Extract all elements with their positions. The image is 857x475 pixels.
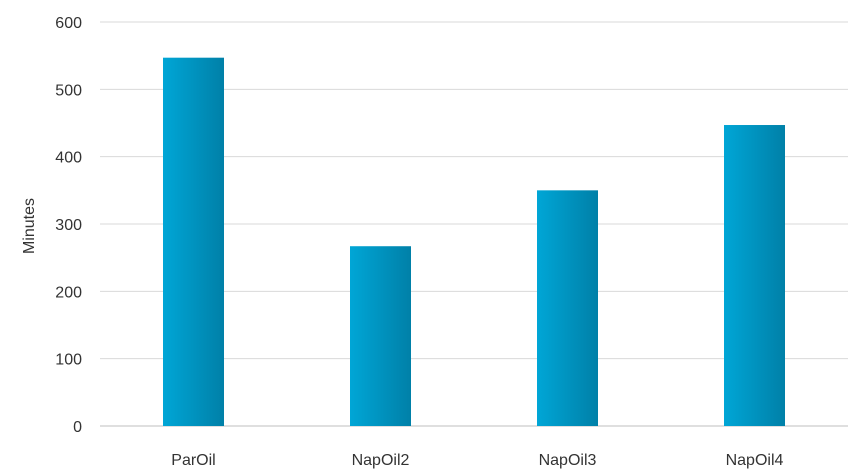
x-tick-label: NapOil4 — [726, 452, 784, 469]
x-tick-label: NapOil2 — [352, 452, 410, 469]
y-axis-ticks: 0 100 200 300 400 500 600 — [55, 15, 82, 436]
y-tick-label: 0 — [73, 419, 82, 436]
bar-napoil2 — [350, 246, 411, 426]
x-axis-ticks: ParOil NapOil2 NapOil3 NapOil4 — [171, 452, 783, 469]
bar-paroil — [163, 57, 224, 426]
gridlines — [100, 21, 848, 427]
bars — [163, 57, 785, 427]
y-tick-label: 600 — [55, 15, 82, 32]
y-tick-label: 200 — [55, 284, 82, 301]
y-axis-label: Minutes — [21, 198, 38, 254]
y-tick-label: 400 — [55, 150, 82, 167]
y-tick-label: 300 — [55, 217, 82, 234]
x-tick-label: ParOil — [171, 452, 215, 469]
y-tick-label: 100 — [55, 352, 82, 369]
bar-napoil4 — [724, 125, 785, 427]
bar-napoil3 — [537, 190, 598, 426]
y-tick-label: 500 — [55, 82, 82, 99]
x-tick-label: NapOil3 — [539, 452, 597, 469]
